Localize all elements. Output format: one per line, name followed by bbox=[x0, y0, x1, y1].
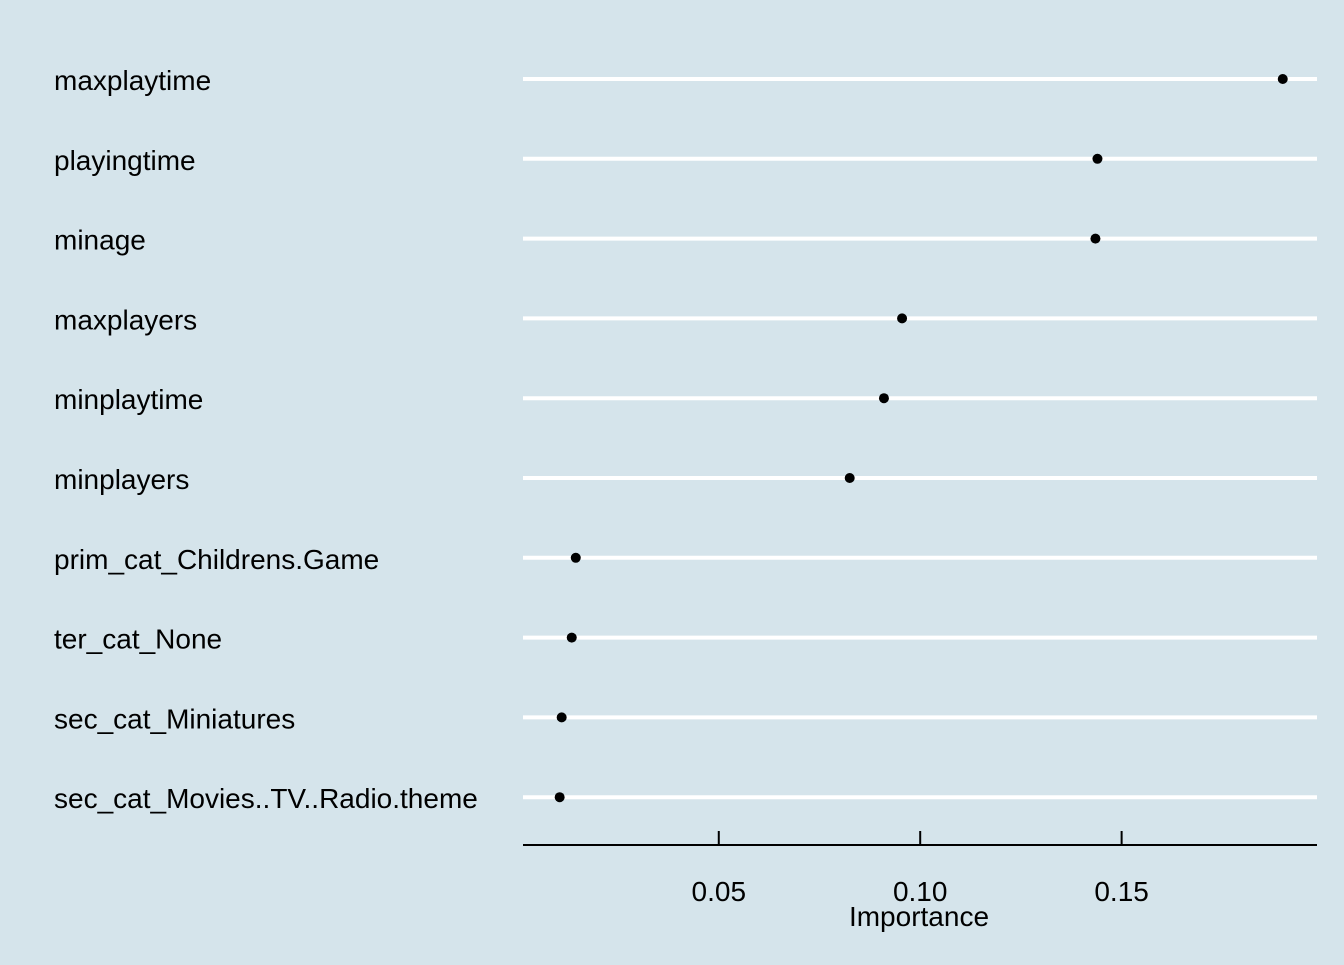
category-label: minage bbox=[54, 225, 146, 256]
data-point bbox=[878, 393, 889, 404]
data-point bbox=[1277, 74, 1288, 84]
data-point bbox=[1092, 153, 1103, 164]
x-tick-label: 0.10 bbox=[893, 876, 948, 907]
data-point bbox=[554, 792, 565, 803]
category-label: playingtime bbox=[54, 145, 196, 176]
point-layer bbox=[554, 74, 1288, 803]
category-label: sec_cat_Movies..TV..Radio.theme bbox=[54, 783, 478, 814]
data-point bbox=[1090, 233, 1101, 244]
category-label: ter_cat_None bbox=[54, 624, 222, 655]
category-label: minplayers bbox=[54, 464, 189, 495]
data-point bbox=[566, 632, 577, 643]
x-tick-label: 0.15 bbox=[1094, 876, 1149, 907]
data-point bbox=[556, 712, 567, 723]
x-axis: 0.05 0.10 0.15 bbox=[523, 831, 1317, 907]
category-label: prim_cat_Childrens.Game bbox=[54, 544, 379, 575]
data-point bbox=[844, 473, 855, 483]
x-tick-label: 0.05 bbox=[692, 876, 747, 907]
category-label: maxplayers bbox=[54, 304, 197, 335]
category-label: sec_cat_Miniatures bbox=[54, 703, 295, 734]
category-labels: maxplaytime playingtime minage maxplayers mi… bbox=[54, 65, 478, 814]
category-label: maxplaytime bbox=[54, 65, 211, 96]
data-point bbox=[570, 552, 581, 563]
grid-layer bbox=[523, 77, 1317, 800]
category-label: minplaytime bbox=[54, 384, 203, 415]
x-axis-title: Importance bbox=[849, 901, 989, 932]
data-point bbox=[897, 313, 908, 324]
